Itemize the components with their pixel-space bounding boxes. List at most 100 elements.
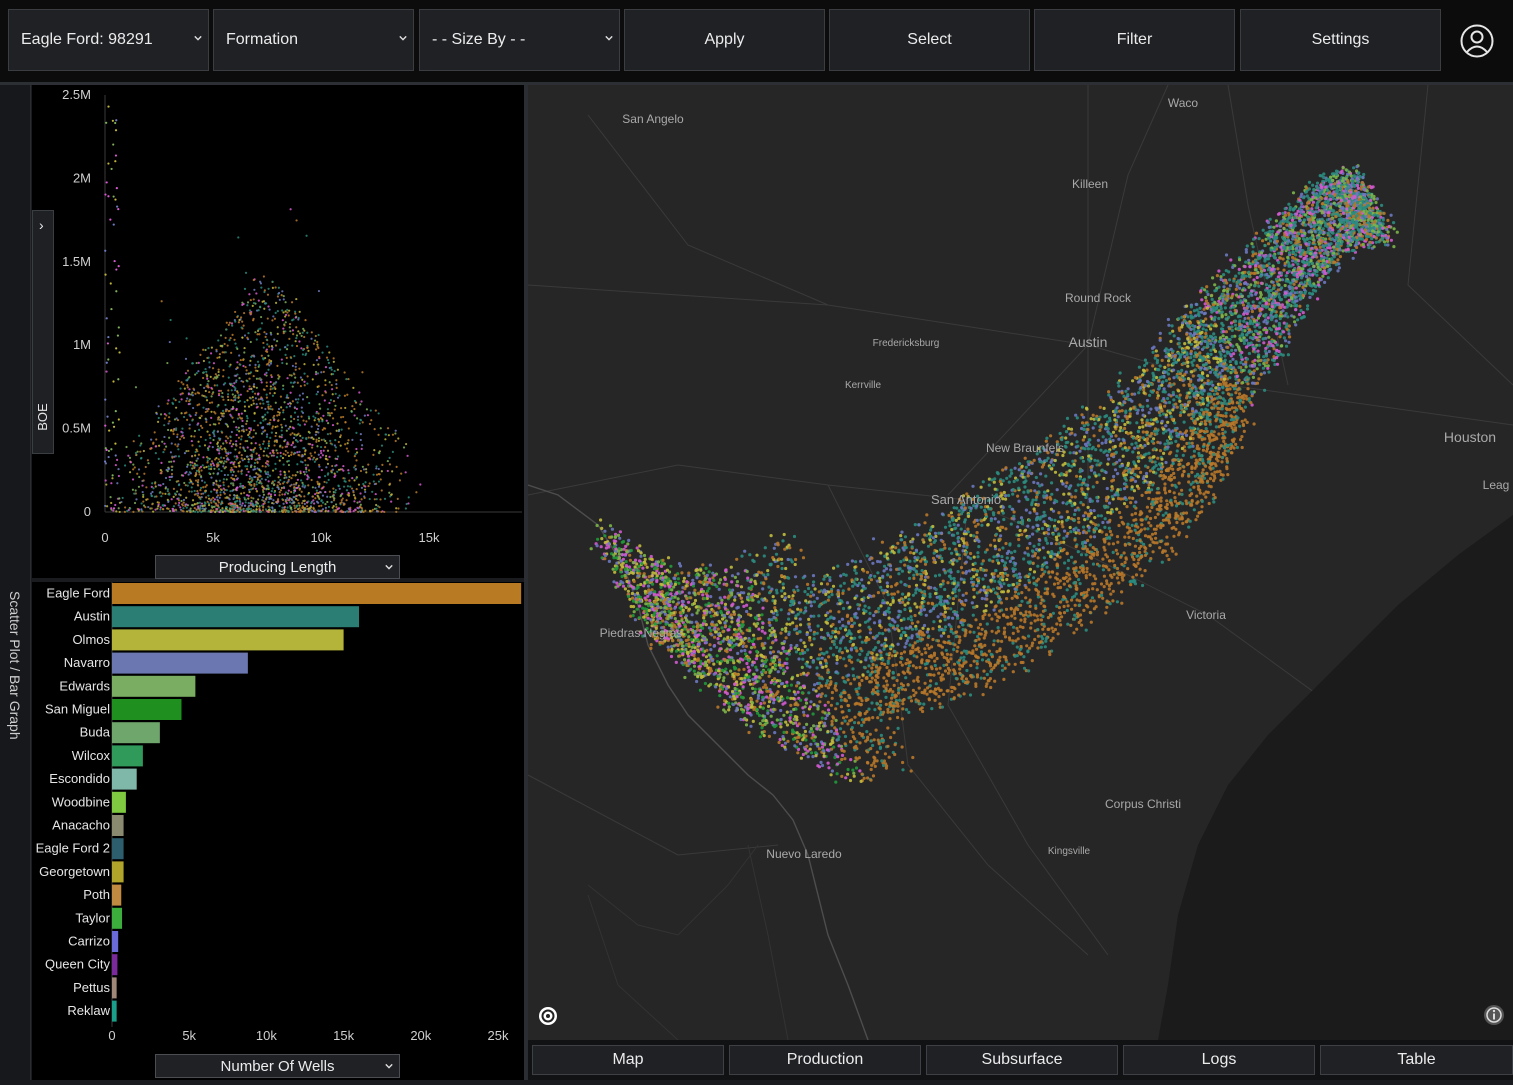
scatter-point: [207, 357, 209, 359]
chart-panel-rail[interactable]: Scatter Plot / Bar Graph: [0, 85, 31, 1080]
scatter-point: [280, 424, 282, 426]
scatter-point: [234, 505, 236, 507]
well-point: [912, 694, 915, 697]
scatter-point: [173, 496, 175, 498]
scatter-point: [329, 381, 331, 383]
well-point: [897, 643, 900, 646]
well-point: [1124, 561, 1127, 564]
bar-category-label: Austin: [74, 609, 110, 624]
well-points[interactable]: [590, 164, 1399, 784]
bar-x-axis-select[interactable]: Number Of Wells: [155, 1054, 400, 1078]
scatter-point: [244, 288, 246, 290]
scatter-point: [238, 396, 240, 398]
scatter-point: [388, 434, 390, 436]
scatter-point: [191, 490, 193, 492]
scatter-point: [337, 485, 339, 487]
scatter-point: [315, 373, 317, 375]
scatter-point: [256, 338, 258, 340]
scatter-point: [252, 399, 254, 401]
scatter-point: [229, 507, 231, 509]
scatter-x-tick: 0: [101, 530, 108, 545]
scatter-point: [282, 385, 284, 387]
well-point: [1083, 518, 1086, 521]
scatter-point: [165, 446, 167, 448]
scatter-point: [318, 356, 320, 358]
scatter-point: [272, 487, 274, 489]
well-point: [1101, 442, 1104, 445]
filter-button[interactable]: Filter: [1034, 9, 1235, 71]
well-point: [1101, 558, 1104, 561]
scatter-point: [223, 462, 225, 464]
scatter-point: [176, 436, 178, 438]
scatter-point: [291, 319, 293, 321]
scatter-point: [367, 414, 369, 416]
scatter-point: [362, 483, 364, 485]
scatter-point: [167, 488, 169, 490]
scatter-point: [259, 281, 261, 283]
bar: [112, 583, 521, 604]
scatter-point: [322, 502, 324, 504]
well-point: [1026, 547, 1029, 550]
well-point: [799, 608, 802, 611]
dataset-select[interactable]: Eagle Ford: 98291: [8, 9, 209, 71]
scatter-point: [205, 390, 207, 392]
scatter-point: [380, 511, 382, 513]
scatter-point: [229, 337, 231, 339]
user-avatar-icon[interactable]: [1460, 24, 1494, 58]
well-point: [1159, 364, 1162, 367]
scatter-point: [279, 435, 281, 437]
scatter-x-axis-select[interactable]: Producing Length: [155, 555, 400, 579]
size-by-select[interactable]: - - Size By - -: [419, 9, 620, 71]
scatter-point: [316, 341, 318, 343]
well-point: [849, 779, 852, 782]
well-point: [1342, 212, 1345, 215]
scatter-point: [222, 442, 224, 444]
well-point: [1016, 495, 1019, 498]
scatter-point: [342, 477, 344, 479]
scatter-point: [210, 510, 212, 512]
well-point: [812, 584, 815, 587]
scatter-point: [192, 407, 194, 409]
scatter-point: [181, 432, 183, 434]
scatter-point: [302, 398, 304, 400]
scatter-point: [200, 415, 202, 417]
well-point: [1004, 667, 1007, 670]
scatter-point: [335, 503, 337, 505]
scatter-point: [377, 434, 379, 436]
scatter-point: [375, 504, 377, 506]
scatter-point: [241, 413, 243, 415]
apply-button[interactable]: Apply: [624, 9, 825, 71]
scatter-point: [167, 399, 169, 401]
scatter-point: [246, 399, 248, 401]
scatter-point: [286, 309, 288, 311]
select-button[interactable]: Select: [829, 9, 1030, 71]
well-point: [763, 701, 766, 704]
scatter-point: [267, 461, 269, 463]
well-point: [1236, 446, 1239, 449]
scatter-point: [290, 508, 292, 510]
settings-button[interactable]: Settings: [1240, 9, 1441, 71]
y-axis-collapse-tab[interactable]: › BOE: [32, 210, 54, 454]
scatter-point: [167, 499, 169, 501]
scatter-point: [254, 364, 256, 366]
well-point: [1164, 424, 1167, 427]
scatter-point: [214, 511, 216, 513]
well-point: [1059, 600, 1062, 603]
scatter-point: [178, 502, 180, 504]
scatter-point: [252, 319, 254, 321]
well-point: [1022, 491, 1025, 494]
scatter-point: [212, 462, 214, 464]
scatter-point: [266, 381, 268, 383]
scatter-point: [186, 466, 188, 468]
scatter-point: [253, 385, 255, 387]
scatter-point: [317, 391, 319, 393]
scatter-point: [270, 374, 272, 376]
scatter-point: [295, 298, 297, 300]
color-by-select[interactable]: Formation: [213, 9, 414, 71]
